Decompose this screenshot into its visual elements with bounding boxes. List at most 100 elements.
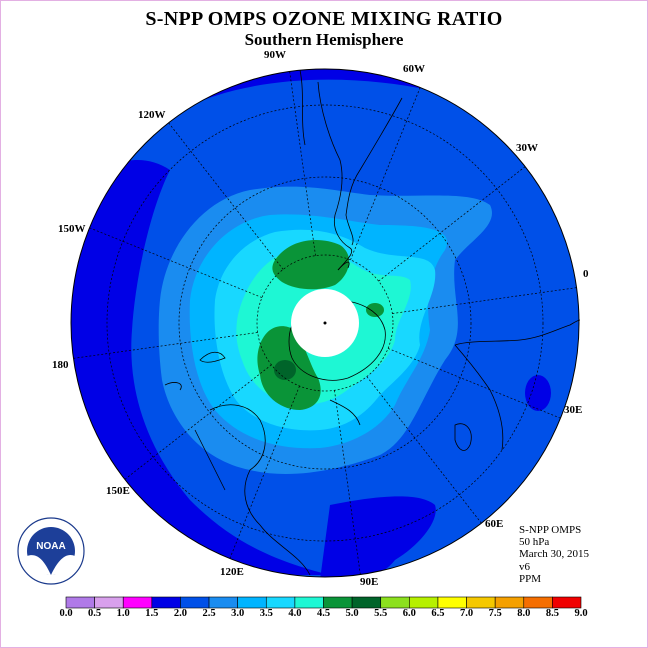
meridian-line [168, 122, 284, 270]
colorbar-swatch [494, 596, 525, 609]
meridian-line [366, 376, 482, 524]
map-subtitle: Southern Hemisphere [244, 30, 404, 49]
lon-label-30e: 30E [564, 404, 583, 416]
colorbar-tick-label: 4.0 [288, 608, 302, 619]
lon-label-90w: 90W [264, 49, 286, 61]
colorbar-tick-label: 8.5 [545, 608, 559, 619]
australia-coast-west [194, 429, 226, 491]
lon-label-150w: 150W [58, 223, 86, 235]
south-pole-marker [323, 321, 327, 325]
colorbar-swatch [122, 596, 153, 609]
colorbar-tick-label: 0.0 [59, 608, 73, 619]
noaa-logo-text: NOAA [36, 541, 65, 552]
lon-label-60e: 60E [485, 518, 504, 530]
south-america-coast-east [345, 97, 403, 246]
meridian-line [392, 287, 577, 314]
info-date: March 30, 2015 [519, 548, 589, 561]
latitude-circle-80 [256, 254, 394, 392]
colorbar-swatch [466, 596, 496, 609]
new-zealand-island [199, 351, 226, 363]
lon-label-120e: 120E [220, 566, 244, 578]
meridian-line [334, 390, 361, 575]
meridian-line [73, 332, 258, 359]
colorbar-swatch [523, 596, 553, 609]
lon-label-60w: 60W [403, 63, 425, 75]
colorbar-swatch [237, 596, 267, 609]
meridian-line [378, 166, 526, 282]
noaa-logo: NOAA [17, 517, 85, 585]
contour-5.0-5.5 [274, 360, 296, 380]
colorbar-swatch [180, 596, 210, 609]
latitude-circle-60 [178, 176, 472, 470]
colorbar-tick-label: 4.5 [316, 608, 331, 619]
meridian-line [124, 364, 272, 480]
colorbar-swatch [380, 596, 410, 609]
map-boundary [70, 68, 580, 578]
meridian-line [289, 71, 316, 256]
contour-4.5-5.0-a [272, 239, 350, 290]
colorbar-swatch [409, 596, 439, 609]
contour-1.5-2.0-south [320, 496, 436, 577]
antarctic-peninsula-tip [337, 261, 350, 271]
colorbar-tick-label: 3.0 [231, 608, 245, 619]
map-title: S-NPP OMPS OZONE MIXING RATIO [145, 8, 503, 30]
meridian-line [229, 385, 300, 559]
colorbar-swatch [294, 596, 324, 609]
kerguelen-region [329, 399, 361, 426]
colorbar-tick-label: 9.0 [574, 608, 588, 619]
info-instrument: S-NPP OMPS [519, 524, 582, 536]
contour-4.5-5.0-c [366, 303, 384, 317]
colorbar-swatch [65, 596, 95, 609]
colorbar-swatch [552, 596, 582, 609]
info-version: v6 [519, 560, 530, 573]
info-level: 50 hPa [519, 536, 550, 549]
colorbar-swatch [151, 596, 181, 609]
info-block: S-NPP OMPS 50 hPa March 30, 2015 v6 PPM [519, 524, 589, 585]
info-units: PPM [519, 572, 542, 585]
colorbar-tick-label: 0.5 [88, 608, 102, 619]
colorbar-tick-label: 8.0 [517, 608, 531, 619]
contour-1.5-2.0-east-spot [525, 375, 551, 411]
colorbar-swatch [323, 596, 353, 609]
colorbar-tick-label: 2.5 [202, 608, 216, 619]
colorbar-tick-label: 5.5 [374, 608, 388, 619]
madagascar [454, 423, 472, 451]
lon-label-30w: 30W [516, 142, 538, 154]
south-america-coast [317, 81, 353, 271]
meridians [73, 71, 577, 575]
colorbar-swatch [351, 596, 382, 609]
colorbar-tick-label: 7.5 [488, 608, 502, 619]
colorbar-swatch [208, 596, 238, 609]
meridian-line [89, 227, 263, 298]
colorbar-swatch [437, 596, 467, 609]
colorbar-tick-label: 3.5 [259, 608, 273, 619]
colorbar [65, 596, 582, 609]
lon-label-120w: 120W [138, 109, 166, 121]
meridian-line [350, 87, 421, 261]
australia-coast [209, 404, 311, 576]
coastlines [164, 69, 581, 576]
colorbar-tick-label: 5.0 [345, 608, 359, 619]
colorbar-tick-label: 6.5 [431, 608, 445, 619]
colorbar-tick-label: 7.0 [459, 608, 474, 619]
colorbar-tick-label: 1.5 [145, 608, 159, 619]
lon-label-180: 180 [52, 359, 69, 371]
lon-label-0: 0 [583, 268, 589, 280]
south-america-coast-west [299, 69, 306, 146]
graticule [106, 104, 544, 542]
meridian-line [387, 348, 561, 419]
africa-coast [454, 319, 581, 346]
colorbar-tick-label: 2.0 [173, 608, 187, 619]
island-a [164, 382, 182, 391]
colorbar-tick-label: 1.0 [116, 608, 130, 619]
colorbar-tick-label: 6.0 [402, 608, 416, 619]
contour-1.5-2.0-west [71, 160, 330, 575]
africa-coast-south [454, 344, 504, 451]
lon-label-150e: 150E [106, 485, 130, 497]
colorbar-swatch [94, 596, 124, 609]
lon-label-90e: 90E [360, 576, 379, 588]
colorbar-swatch [265, 596, 296, 609]
colorbar-tick-labels: 0.0 0.5 1.0 1.5 2.0 2.5 3.0 3.5 4.0 4.5 5.0 5.5 6.0 6… [0, 608, 648, 622]
noaa-gull-icon [27, 554, 75, 575]
